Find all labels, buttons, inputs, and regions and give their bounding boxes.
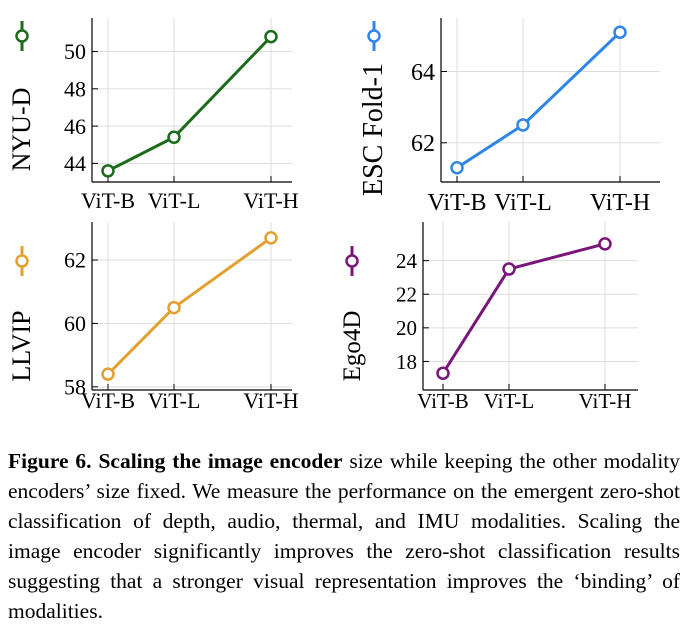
- data-point: [264, 231, 278, 245]
- series-line: [456, 31, 622, 169]
- data-point: [101, 164, 115, 178]
- y-tick-label: 20: [396, 316, 417, 340]
- data-point: [436, 366, 450, 380]
- x-tick-label: ViT-H: [590, 190, 650, 216]
- y-tick-label: 44: [64, 151, 86, 176]
- y-tick-label: 22: [396, 283, 417, 307]
- y-tick-label: 62: [64, 248, 86, 273]
- y-tick-label: 58: [64, 375, 86, 400]
- legend-circle: [345, 254, 359, 268]
- caption-bold-text: Scaling the image encoder: [98, 449, 343, 473]
- figure-caption: Figure 6. Scaling the image encoder size…: [8, 446, 680, 626]
- series-line: [107, 35, 273, 173]
- figure-panels: 44 46 48 50 ViT-B ViT-L ViT-H NYU-D 62 64 ViT-B ViT…: [7, 18, 660, 413]
- legend-circle: [367, 29, 381, 43]
- y-tick-label: 46: [64, 114, 86, 139]
- chart-panel-4: 18 20 22 24 ViT-B ViT-L ViT-H Ego4D: [339, 222, 638, 413]
- x-tick-label: ViT-H: [243, 388, 298, 413]
- x-tick-label: ViT-L: [494, 190, 552, 216]
- y-tick-label: 62: [411, 131, 435, 157]
- y-tick-label: 48: [64, 77, 86, 102]
- caption-text: size while keeping the other modality en…: [8, 449, 681, 623]
- x-tick-label: ViT-H: [243, 188, 298, 213]
- chart-panel-3: 58 60 62 ViT-B ViT-L ViT-H LLVIP: [7, 222, 299, 413]
- chart-panel-2: 62 64 ViT-B ViT-L ViT-H ESC Fold-1: [358, 18, 660, 216]
- data-point: [167, 300, 181, 315]
- y-tick-label: 24: [396, 249, 418, 273]
- data-point: [613, 25, 627, 40]
- data-point: [167, 130, 181, 145]
- data-point: [450, 160, 464, 175]
- data-point: [598, 237, 612, 251]
- data-point: [101, 367, 115, 381]
- y-axis-label: LLVIP: [7, 310, 36, 381]
- x-tick-label: ViT-B: [81, 188, 135, 213]
- x-tick-label: ViT-L: [148, 388, 201, 413]
- x-tick-label: ViT-H: [579, 389, 632, 413]
- series-line: [106, 236, 272, 376]
- caption-label: Figure 6.: [8, 449, 92, 473]
- x-tick-label: ViT-L: [148, 188, 201, 213]
- y-axis-label: Ego4D: [339, 311, 366, 382]
- data-point: [264, 29, 278, 44]
- x-tick-label: ViT-B: [81, 388, 135, 413]
- legend-marker: [367, 21, 381, 51]
- x-tick-label: ViT-B: [417, 389, 469, 413]
- y-tick-label: 60: [64, 311, 86, 336]
- y-tick-label: 64: [411, 60, 435, 86]
- y-tick-label: 50: [64, 39, 86, 64]
- data-point: [516, 118, 530, 132]
- chart-canvas: 44 46 48 50 ViT-B ViT-L ViT-H NYU-D 62 64 ViT-B ViT…: [7, 18, 660, 413]
- series-line: [441, 242, 606, 375]
- legend-circle: [15, 254, 29, 268]
- legend-circle: [15, 29, 29, 43]
- y-tick-label: 18: [396, 350, 417, 374]
- y-axis-label: ESC Fold-1: [358, 63, 389, 196]
- x-tick-label: ViT-L: [484, 389, 534, 413]
- legend-marker: [15, 21, 29, 51]
- legend-marker: [15, 246, 29, 276]
- chart-panel-1: 44 46 48 50 ViT-B ViT-L ViT-H NYU-D: [7, 18, 299, 213]
- data-point: [502, 262, 516, 276]
- y-axis-label: NYU-D: [7, 88, 36, 172]
- legend-marker: [345, 246, 359, 276]
- x-tick-label: ViT-B: [427, 190, 486, 216]
